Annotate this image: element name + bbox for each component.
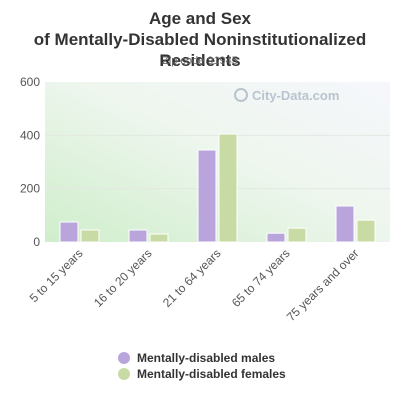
bar: [356, 219, 376, 243]
magnifier-icon: [234, 88, 248, 102]
watermark-text: City-Data.com: [252, 88, 339, 103]
legend-swatch: [118, 352, 130, 364]
legend-label: Mentally-disabled females: [137, 367, 286, 381]
bar: [218, 133, 238, 243]
chart-title-line-1: Age and Sex: [148, 9, 252, 28]
legend: Mentally-disabled males Mentally-disabled…: [118, 350, 286, 382]
legend-item: Mentally-disabled males: [118, 350, 286, 366]
chart-subtitle: Zip code 91945: [162, 55, 238, 67]
bar: [266, 232, 286, 243]
x-tick-label: 75 years and over: [284, 246, 362, 324]
legend-item: Mentally-disabled females: [118, 366, 286, 382]
x-tick-label: 5 to 15 years: [27, 246, 86, 305]
bar: [128, 229, 148, 243]
x-tick-label: 21 to 64 years: [160, 246, 224, 310]
x-tick-label: 65 to 74 years: [229, 246, 293, 310]
watermark: City-Data.com: [234, 88, 339, 103]
legend-swatch: [118, 368, 130, 380]
bar: [287, 227, 307, 243]
y-tick-label: 0: [33, 235, 40, 249]
chart-title-line-2: of Mentally-Disabled Noninstitutionalize…: [33, 30, 367, 70]
x-tick-label: 16 to 20 years: [91, 246, 155, 310]
bar: [59, 221, 79, 243]
bar: [80, 229, 100, 243]
y-tick-label: 400: [20, 128, 40, 142]
y-tick-label: 600: [20, 75, 40, 89]
chart-title: Age and Sex of Mentally-Disabled Noninst…: [0, 8, 400, 71]
bar: [149, 233, 169, 243]
bar: [335, 205, 355, 243]
plot-area: [45, 82, 390, 242]
bar: [197, 149, 217, 243]
y-tick-label: 200: [20, 182, 40, 196]
legend-label: Mentally-disabled males: [137, 351, 276, 365]
